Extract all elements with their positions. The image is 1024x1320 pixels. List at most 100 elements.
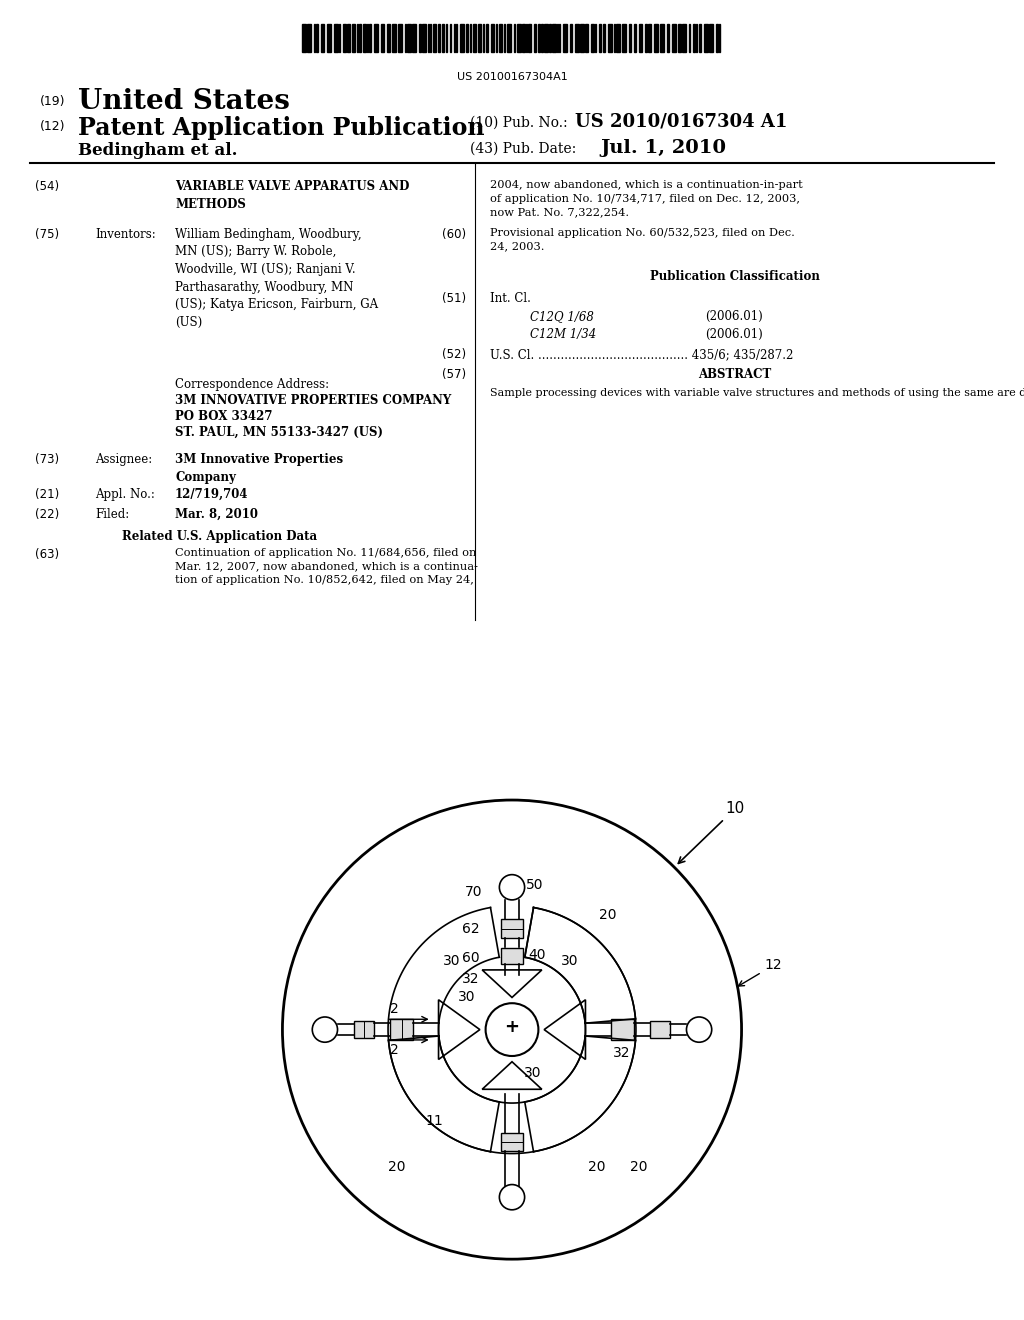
Bar	[412, 24, 416, 51]
Text: 70: 70	[465, 884, 482, 899]
Text: C12M 1/34: C12M 1/34	[530, 327, 596, 341]
Bar	[634, 24, 636, 51]
Text: Bedingham et al.: Bedingham et al.	[78, 143, 238, 158]
Text: C12Q 1/68: C12Q 1/68	[530, 310, 594, 323]
Bar	[693, 24, 695, 51]
Text: Jul. 1, 2010: Jul. 1, 2010	[600, 139, 726, 157]
Bar	[629, 24, 631, 51]
Bar	[563, 24, 567, 51]
Bar	[507, 24, 511, 51]
Text: 32: 32	[613, 1045, 631, 1060]
Bar	[570, 24, 572, 51]
Bar	[639, 24, 642, 51]
Bar	[327, 24, 331, 51]
Text: Related U.S. Application Data: Related U.S. Application Data	[123, 531, 317, 543]
Text: 2: 2	[390, 1002, 399, 1016]
Text: Continuation of application No. 11/684,656, filed on
Mar. 12, 2007, now abandone: Continuation of application No. 11/684,6…	[175, 548, 478, 585]
Text: VARIABLE VALVE APPARATUS AND
METHODS: VARIABLE VALVE APPARATUS AND METHODS	[175, 180, 410, 211]
Circle shape	[312, 1016, 338, 1043]
Bar	[541, 24, 543, 51]
Text: William Bedingham, Woodbury,
MN (US); Barry W. Robole,
Woodville, WI (US); Ranja: William Bedingham, Woodbury, MN (US); Ba…	[175, 228, 378, 329]
Bar	[343, 24, 346, 51]
Bar	[528, 24, 531, 51]
Bar	[407, 24, 411, 51]
Text: 11: 11	[425, 1114, 443, 1129]
Bar	[667, 24, 669, 51]
Circle shape	[500, 875, 524, 900]
Bar	[478, 24, 481, 51]
Text: (51): (51)	[442, 292, 466, 305]
Bar	[585, 24, 588, 51]
Polygon shape	[438, 999, 480, 1060]
Bar	[549, 24, 551, 51]
Bar	[534, 24, 536, 51]
Text: 30: 30	[443, 954, 461, 968]
Bar	[648, 24, 651, 51]
Text: 20: 20	[599, 908, 616, 921]
Text: 20: 20	[630, 1160, 647, 1175]
Text: Mar. 8, 2010: Mar. 8, 2010	[175, 508, 258, 521]
Bar	[654, 24, 658, 51]
Text: 60: 60	[462, 952, 480, 965]
Text: (2006.01): (2006.01)	[705, 327, 763, 341]
Bar	[490, 24, 494, 51]
Bar	[603, 24, 605, 51]
Bar	[575, 24, 579, 51]
Text: ABSTRACT: ABSTRACT	[698, 368, 772, 381]
Text: Assignee:: Assignee:	[95, 453, 153, 466]
Bar	[307, 24, 311, 51]
Text: 30: 30	[523, 1067, 541, 1080]
Text: (12): (12)	[40, 120, 66, 133]
Bar	[645, 24, 647, 51]
Circle shape	[500, 1184, 524, 1210]
Text: (73): (73)	[35, 453, 59, 466]
Text: +: +	[505, 1018, 519, 1036]
Text: Appl. No.:: Appl. No.:	[95, 488, 155, 502]
Bar	[433, 24, 436, 51]
Polygon shape	[482, 970, 542, 998]
Bar	[517, 24, 521, 51]
Bar	[374, 24, 378, 51]
Text: U.S. Cl. ........................................ 435/6; 435/287.2: U.S. Cl. ...............................…	[490, 348, 794, 360]
Bar	[321, 24, 324, 51]
Bar	[599, 24, 601, 51]
Text: United States: United States	[78, 88, 290, 115]
Text: US 2010/0167304 A1: US 2010/0167304 A1	[575, 114, 787, 131]
Text: (21): (21)	[35, 488, 59, 502]
Bar	[622, 24, 626, 51]
Text: Sample processing devices with variable valve structures and methods of using th: Sample processing devices with variable …	[490, 388, 1024, 399]
Bar	[302, 24, 306, 51]
Bar	[473, 24, 476, 51]
Text: (10) Pub. No.:: (10) Pub. No.:	[470, 116, 572, 129]
Text: (2006.01): (2006.01)	[705, 310, 763, 323]
Bar	[591, 24, 594, 51]
Text: 3M Innovative Properties
Company: 3M Innovative Properties Company	[175, 453, 343, 483]
Bar	[398, 24, 402, 51]
Text: (63): (63)	[35, 548, 59, 561]
Text: (75): (75)	[35, 228, 59, 242]
Bar	[419, 24, 421, 51]
Text: 2004, now abandoned, which is a continuation-in-part
of application No. 10/734,7: 2004, now abandoned, which is a continua…	[490, 180, 803, 218]
Bar	[486, 24, 488, 51]
FancyBboxPatch shape	[501, 1133, 523, 1151]
Bar	[369, 24, 371, 51]
FancyBboxPatch shape	[501, 920, 523, 937]
Text: ST. PAUL, MN 55133-3427 (US): ST. PAUL, MN 55133-3427 (US)	[175, 426, 383, 440]
Text: Inventors:: Inventors:	[95, 228, 156, 242]
Text: Int. Cl.: Int. Cl.	[490, 292, 530, 305]
Circle shape	[485, 1003, 539, 1056]
Bar	[499, 24, 502, 51]
FancyBboxPatch shape	[354, 1020, 374, 1039]
Text: Patent Application Publication: Patent Application Publication	[78, 116, 484, 140]
Bar	[682, 24, 686, 51]
Text: (22): (22)	[35, 508, 59, 521]
Text: 20: 20	[388, 1160, 406, 1175]
Text: 2: 2	[390, 1043, 399, 1057]
Text: 20: 20	[588, 1160, 605, 1175]
Text: Provisional application No. 60/532,523, filed on Dec.
24, 2003.: Provisional application No. 60/532,523, …	[490, 228, 795, 252]
Text: Publication Classification: Publication Classification	[650, 271, 820, 282]
Bar	[381, 24, 384, 51]
Text: 30: 30	[561, 954, 579, 968]
Text: 40: 40	[528, 948, 546, 962]
Text: (19): (19)	[40, 95, 66, 108]
